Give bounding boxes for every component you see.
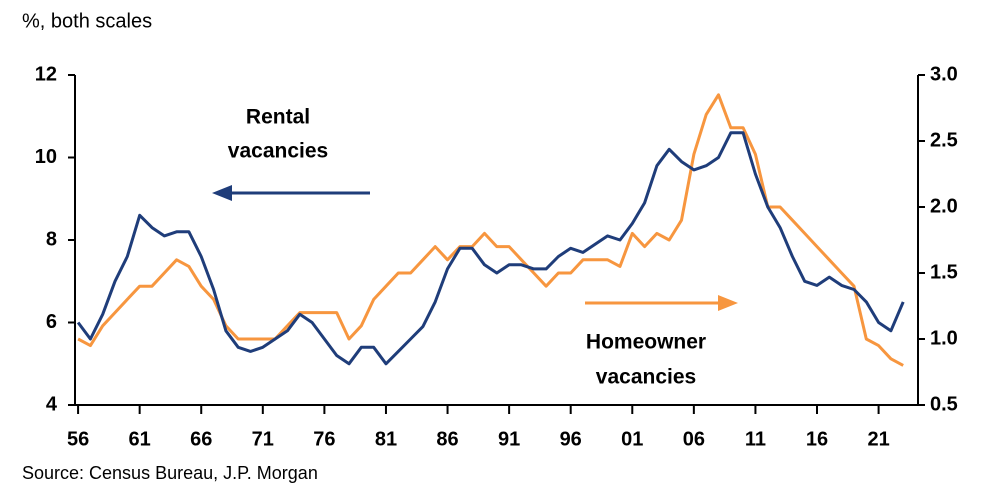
y-tick-label: 10 (35, 146, 57, 168)
x-tick-label: 11 (745, 428, 766, 450)
x-tick-label: 71 (252, 428, 274, 450)
x-tick-label: 96 (560, 428, 582, 450)
x-tick-label: 86 (436, 428, 458, 450)
x-tick-label: 81 (375, 428, 397, 450)
x-tick-label: 06 (683, 428, 705, 450)
x-tick-label: 91 (498, 428, 520, 450)
x-tick-label: 76 (313, 428, 335, 450)
source-note: Source: Census Bureau, J.P. Morgan (22, 463, 318, 483)
series-line (77, 93, 904, 367)
x-tick-label: 56 (67, 428, 89, 450)
y2-tick-label: 2.5 (930, 129, 958, 151)
chart-title: %, both scales (22, 10, 152, 32)
annotation: Homeowner (586, 331, 706, 354)
arrow-head (212, 185, 232, 201)
y2-tick-label: 1.0 (930, 327, 958, 349)
x-tick-label: 01 (621, 428, 643, 450)
annotation: vacancies (596, 366, 696, 389)
x-tick-label: 21 (867, 428, 889, 450)
arrow-head (718, 295, 738, 311)
y-tick-label: 8 (46, 228, 57, 250)
x-tick-label: 66 (190, 428, 212, 450)
x-tick-label: 16 (806, 428, 828, 450)
series-line (76, 131, 905, 366)
y-tick-label: 12 (35, 63, 57, 85)
y2-tick-label: 3.0 (930, 63, 958, 85)
y-tick-label: 6 (46, 311, 57, 333)
y-tick-label: 4 (46, 393, 58, 415)
x-tick-label: 61 (129, 428, 151, 450)
y2-tick-label: 1.5 (930, 261, 958, 283)
y2-tick-label: 2.0 (930, 195, 958, 217)
annotation: Rental (246, 106, 310, 129)
annotation: vacancies (228, 140, 328, 163)
y2-tick-label: 0.5 (930, 393, 958, 415)
